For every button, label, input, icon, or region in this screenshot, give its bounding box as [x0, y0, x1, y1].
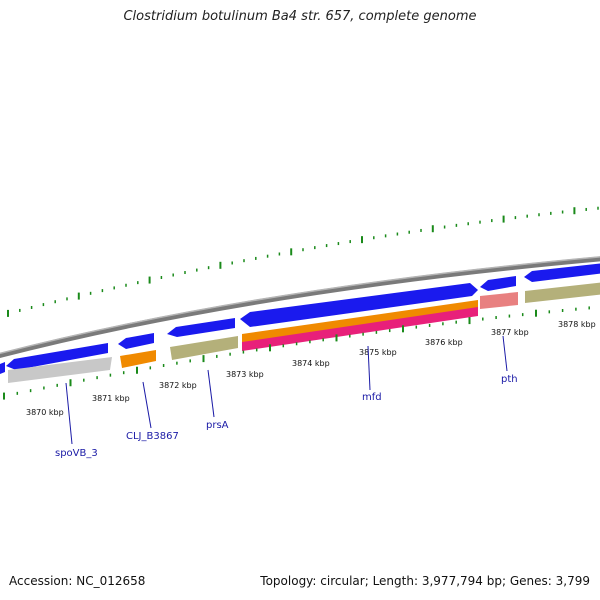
feature-salmon[interactable]	[480, 292, 518, 309]
map-title: Clostridium botulinum Ba4 str. 657, comp…	[123, 9, 477, 24]
gene-label-pth[interactable]: pth	[501, 374, 518, 385]
tick-label: 3874 kbp	[292, 359, 330, 368]
scale-labels: 3870 kbp 3871 kbp 3872 kbp 3873 kbp 3874…	[26, 320, 596, 417]
cds-CLJ_B3867-forward[interactable]	[118, 333, 154, 349]
tick-label: 3876 kbp	[425, 338, 463, 347]
scale-ticks	[3, 306, 590, 400]
cds-spoVB_3[interactable]	[6, 343, 108, 370]
genome-stats: Topology: circular; Length: 3,977,794 bp…	[260, 574, 590, 588]
tick-label: 3877 kbp	[491, 328, 529, 337]
genes-label: Genes:	[509, 574, 552, 588]
gene-label-spoVB_3[interactable]: spoVB_3	[55, 448, 98, 459]
tick-label: 3878 kbp	[558, 320, 596, 329]
genes-value: 3,799	[555, 574, 590, 588]
tick-label: 3870 kbp	[26, 408, 64, 417]
feature-reverse[interactable]	[525, 282, 600, 303]
cds-forward[interactable]	[0, 362, 5, 376]
cds-pth-forward[interactable]	[480, 276, 516, 291]
feature-grey[interactable]	[8, 357, 112, 383]
length-label: Length:	[372, 574, 419, 588]
topology-value: circular;	[320, 574, 369, 588]
gene-label-mfd[interactable]: mfd	[362, 392, 382, 403]
feature-reverse[interactable]	[170, 336, 238, 360]
cds-forward[interactable]	[524, 263, 600, 282]
feature-orange[interactable]	[120, 350, 156, 368]
cds-forward[interactable]	[167, 318, 235, 337]
tick-label: 3871 kbp	[92, 394, 130, 403]
tick-label: 3873 kbp	[226, 370, 264, 379]
gene-labels: spoVB_3 CLJ_B3867 prsA mfd pth	[55, 374, 518, 459]
accession-info: Accession: NC_012658	[9, 574, 145, 588]
feature-orange-long[interactable]	[242, 300, 478, 343]
cds-mfd[interactable]	[240, 283, 478, 327]
topology-label: Topology:	[260, 574, 317, 588]
feature-pink[interactable]	[242, 307, 478, 351]
feature-track	[0, 263, 600, 383]
tick-label: 3872 kbp	[159, 381, 197, 390]
gene-label-CLJ_B3867[interactable]: CLJ_B3867	[126, 431, 179, 442]
accession-label: Accession:	[9, 574, 73, 588]
gene-label-prsA[interactable]: prsA	[206, 420, 229, 431]
length-value: 3,977,794 bp;	[421, 574, 507, 588]
accession-value: NC_012658	[76, 574, 146, 588]
gene-leaders	[65, 335, 508, 445]
tick-label: 3875 kbp	[359, 348, 397, 357]
gc-skew-track	[7, 206, 599, 317]
genome-backbone	[0, 256, 600, 359]
